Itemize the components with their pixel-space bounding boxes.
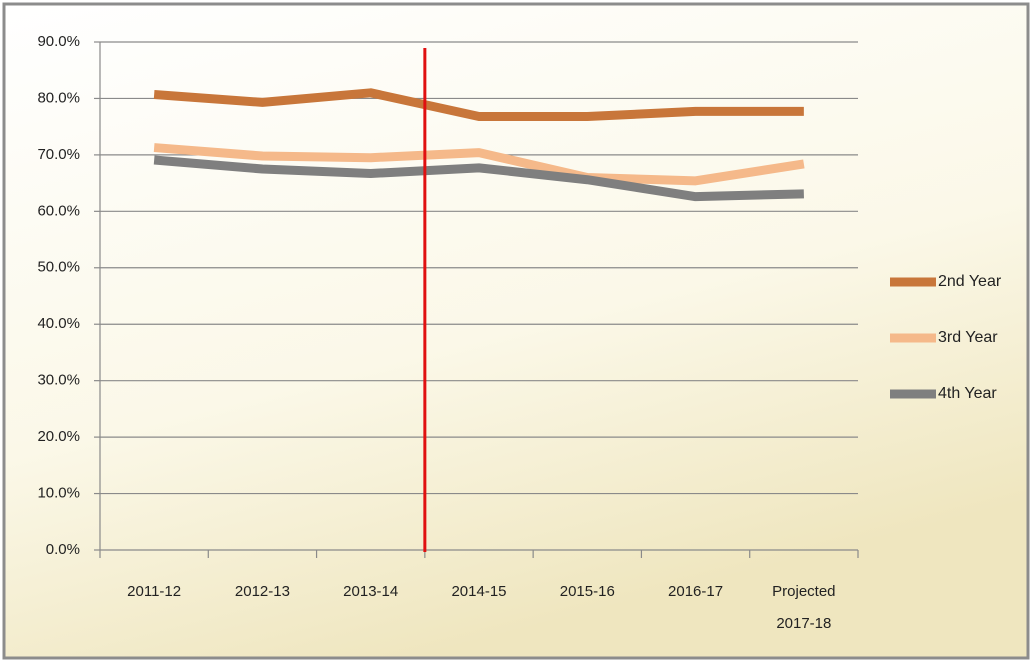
legend-label: 4th Year [938,385,997,402]
y-tick-label: 80.0% [37,89,80,106]
y-tick-label: 0.0% [46,541,80,558]
x-tick-label: 2016-17 [668,583,723,600]
y-tick-label: 40.0% [37,315,80,332]
series-line [153,155,804,202]
x-tick-label: 2012-13 [235,583,290,600]
series-line [153,88,804,122]
x-tick-label: 2013-14 [343,583,398,600]
y-tick-label: 70.0% [37,146,80,163]
legend-label: 2nd Year [938,273,1002,290]
y-tick-label: 60.0% [37,202,80,219]
x-tick-label: 2011-12 [127,583,181,600]
series-line [153,143,805,186]
y-tick-label: 50.0% [37,259,80,276]
y-tick-label: 90.0% [37,33,80,50]
legend-label: 3rd Year [938,329,998,346]
x-tick-label: 2014-15 [451,583,506,600]
y-tick-label: 20.0% [37,428,80,445]
x-tick-label: 2015-16 [560,583,615,600]
x-tick-label: Projected 2017-18 [772,583,835,632]
y-tick-label: 10.0% [37,485,80,502]
y-tick-label: 30.0% [37,372,80,389]
